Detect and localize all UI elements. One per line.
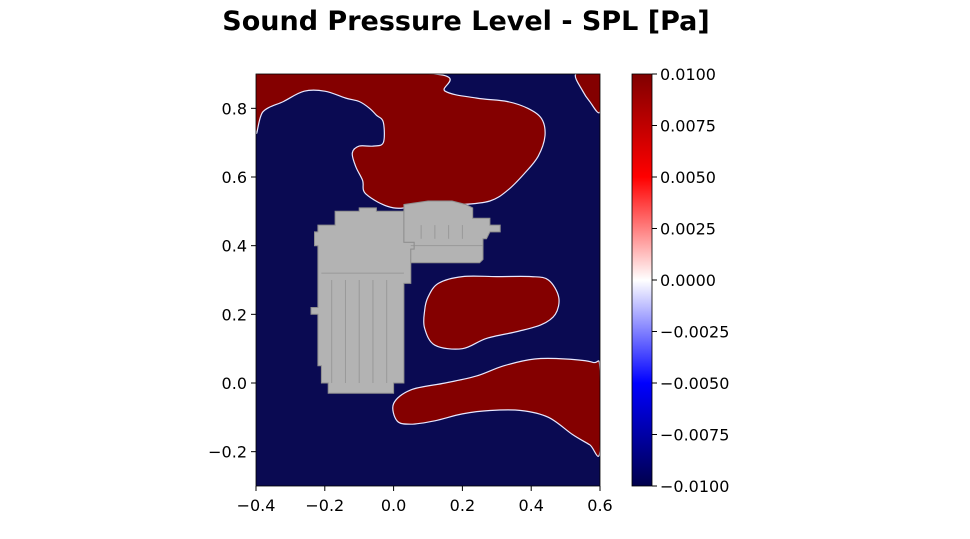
axes: −0.4 −0.2 0.0 0.2 0.4 0.6 −0.2 0.0 0.2 0.4 0.6 0.8 [208, 73, 613, 515]
colorbar-tick-label: 0.0000 [660, 271, 716, 290]
x-tick-label: 0.0 [381, 496, 406, 515]
colorbar-tick-label: −0.0075 [660, 426, 729, 445]
y-tick-label: −0.2 [208, 443, 247, 462]
y-tick-label: 0.0 [222, 374, 247, 393]
mid-right-region [423, 275, 560, 350]
colorbar-scale [631, 73, 653, 487]
y-tick-label: 0.8 [222, 99, 247, 118]
machine-right-block [403, 200, 501, 264]
colorbar-tick-label: −0.0100 [660, 477, 729, 496]
plot-frame [255, 73, 601, 487]
y-tick-label: 0.2 [222, 305, 247, 324]
chart-title: Sound Pressure Level - SPL [Pa] [222, 6, 710, 37]
x-tick-label: 0.4 [518, 496, 543, 515]
colorbar-tick-label: 0.0025 [660, 220, 716, 239]
colorbar-tick-label: −0.0050 [660, 374, 729, 393]
y-tick-label: 0.6 [222, 168, 247, 187]
field-layer [256, 74, 600, 486]
x-tick-label: −0.2 [305, 496, 344, 515]
colorbar-tick-label: −0.0025 [660, 323, 729, 342]
top-right-region [574, 74, 600, 114]
x-tick-label: 0.2 [450, 496, 475, 515]
y-tick-label: 0.4 [222, 237, 247, 256]
x-tick-label: −0.4 [237, 496, 276, 515]
colorbar: 0.0100 0.0075 0.0050 0.0025 0.0000 −0.0025 −0.… [631, 65, 729, 496]
colorbar-tick-label: 0.0075 [660, 117, 716, 136]
upper-region [256, 74, 546, 209]
colorbar-tick-label: 0.0100 [660, 65, 716, 84]
machine-ribs [321, 225, 484, 383]
lower-region [392, 357, 600, 457]
x-tick-label: 0.6 [587, 496, 612, 515]
machine-left-block [310, 207, 415, 394]
plot-area [256, 74, 600, 486]
colorbar-tick-label: 0.0050 [660, 168, 716, 187]
